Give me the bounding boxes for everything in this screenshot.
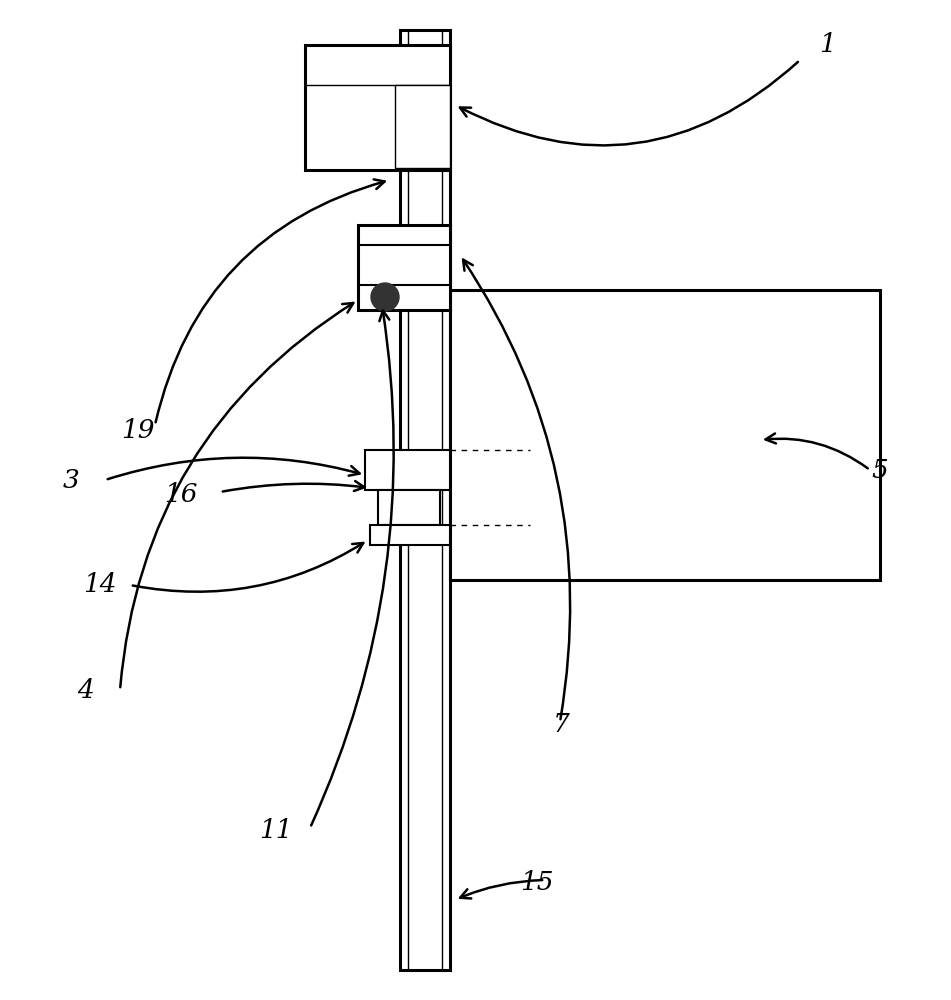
- Bar: [305, 45, 450, 170]
- Bar: [358, 225, 450, 310]
- Text: 5: 5: [871, 458, 888, 483]
- Text: 11: 11: [259, 818, 293, 842]
- Text: 14: 14: [83, 572, 117, 597]
- Bar: [450, 290, 880, 580]
- Text: 1: 1: [819, 32, 836, 57]
- Text: 16: 16: [164, 483, 198, 508]
- Bar: [370, 525, 450, 545]
- Bar: [365, 450, 450, 490]
- Circle shape: [371, 283, 399, 311]
- Text: 19: 19: [121, 418, 155, 442]
- Text: 15: 15: [520, 869, 554, 894]
- Bar: [400, 30, 450, 970]
- Text: 3: 3: [63, 468, 80, 492]
- Text: 4: 4: [77, 678, 94, 702]
- Bar: [395, 85, 450, 168]
- Bar: [378, 490, 440, 525]
- Text: 7: 7: [553, 712, 570, 738]
